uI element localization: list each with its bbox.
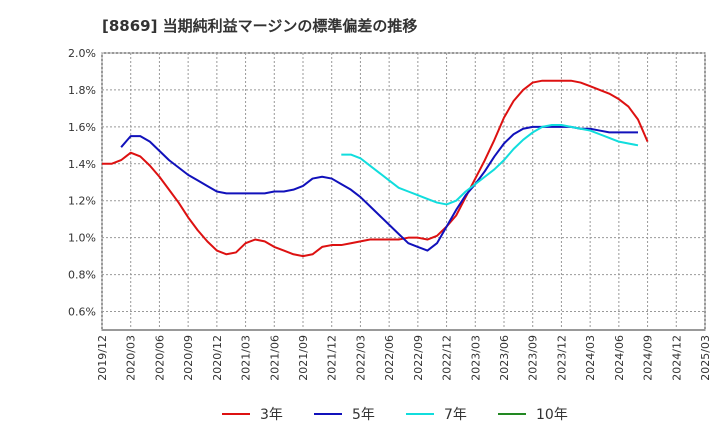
x-tick-label: 2022/12 (441, 335, 454, 381)
legend-label: 3年 (260, 407, 283, 423)
series-line (102, 79, 649, 258)
x-tick-label: 2025/03 (699, 335, 712, 381)
x-tick-label: 2020/12 (211, 335, 224, 381)
x-tick-label: 2021/09 (297, 335, 310, 381)
x-tick-label: 2023/06 (498, 335, 511, 381)
y-tick-label: 1.8% (68, 84, 96, 97)
x-tick-label: 2024/09 (642, 335, 655, 381)
legend: 3年 5年 7年 10年 (222, 407, 568, 423)
x-tick-label: 2022/06 (383, 335, 396, 381)
series-line (341, 124, 639, 206)
x-tick-label: 2024/03 (584, 335, 597, 381)
y-axis-ticks: 0.6% 0.8% 1.0% 1.2% 1.4% 1.6% 1.8% 2.0% (68, 47, 96, 319)
x-tick-label: 2023/12 (555, 335, 568, 381)
y-tick-label: 1.4% (68, 158, 96, 171)
legend-label: 10年 (536, 407, 568, 423)
x-tick-label: 2020/06 (153, 335, 166, 381)
x-tick-label: 2020/09 (182, 335, 195, 381)
x-tick-label: 2023/09 (527, 335, 540, 381)
y-tick-label: 1.2% (68, 195, 96, 208)
y-tick-label: 0.8% (68, 269, 96, 282)
plot-area (101, 52, 706, 331)
series-lines (102, 79, 649, 258)
x-axis-ticks: 2019/12 2020/03 2020/06 2020/09 2020/12 2021/… (96, 335, 712, 381)
x-tick-label: 2019/12 (96, 335, 109, 381)
legend-label: 7年 (444, 407, 467, 423)
x-tick-label: 2020/03 (125, 335, 138, 381)
x-tick-label: 2021/06 (268, 335, 281, 381)
series-line (120, 125, 638, 252)
x-tick-label: 2022/03 (354, 335, 367, 381)
y-tick-label: 2.0% (68, 47, 96, 60)
x-tick-label: 2021/12 (326, 335, 339, 381)
plot-frame (101, 52, 706, 331)
chart-title: [8869] 当期純利益マージンの標準偏差の推移 (102, 17, 417, 35)
y-tick-label: 1.0% (68, 232, 96, 245)
grid-lines (101, 52, 706, 330)
legend-label: 5年 (352, 407, 375, 423)
y-tick-label: 0.6% (68, 306, 96, 319)
x-tick-label: 2024/12 (670, 335, 683, 381)
x-tick-label: 2022/09 (412, 335, 425, 381)
x-tick-label: 2024/06 (613, 335, 626, 381)
x-tick-label: 2021/03 (240, 335, 253, 381)
x-tick-label: 2023/03 (469, 335, 482, 381)
y-tick-label: 1.6% (68, 121, 96, 134)
